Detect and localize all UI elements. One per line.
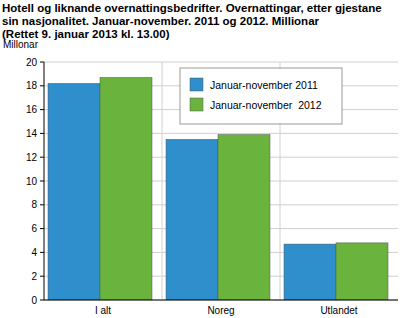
- bar: [48, 83, 100, 300]
- tick-label: 12: [26, 152, 38, 163]
- bar: [336, 243, 388, 300]
- category-separator: [162, 62, 163, 300]
- tick-label: 4: [31, 247, 37, 258]
- tick-label: 6: [31, 223, 37, 234]
- bar: [218, 135, 270, 300]
- bar: [284, 244, 336, 300]
- legend-label: Januar-november 2011: [210, 79, 318, 91]
- category-label: Noreg: [207, 305, 234, 316]
- title: Hotell og liknande overnattingsbedrifter…: [2, 2, 382, 14]
- bar: [100, 77, 152, 300]
- grid-line: [44, 300, 398, 301]
- title: sin nasjonalitet. Januar-november. 2011 …: [2, 15, 320, 27]
- tick-label: 18: [26, 80, 38, 91]
- tick: [40, 252, 44, 253]
- tick: [40, 228, 44, 229]
- tick-label: 10: [26, 176, 38, 187]
- y-axis: [44, 62, 45, 300]
- grid-line: [44, 62, 398, 63]
- tick: [40, 204, 44, 205]
- tick: [40, 157, 44, 158]
- tick: [40, 300, 44, 301]
- bar: [166, 139, 218, 300]
- tick-label: 16: [26, 104, 38, 115]
- chart-container: Hotell og liknande overnattingsbedrifter…: [0, 0, 400, 318]
- category-label: Utlandet: [320, 305, 357, 316]
- legend-swatch: [190, 98, 203, 111]
- tick: [40, 181, 44, 182]
- tick: [40, 85, 44, 86]
- legend-swatch: [190, 78, 203, 91]
- tick: [40, 133, 44, 134]
- tick-label: 0: [31, 295, 37, 306]
- tick: [40, 109, 44, 110]
- legend: [180, 68, 342, 124]
- tick-label: 20: [26, 57, 38, 68]
- tick: [40, 62, 44, 63]
- x-axis: [44, 300, 398, 301]
- tick-label: 8: [31, 199, 37, 210]
- category-label: I alt: [95, 305, 111, 316]
- y-axis-label: Millonar: [3, 39, 39, 50]
- tick-label: 2: [31, 271, 37, 282]
- tick-label: 14: [26, 128, 38, 139]
- legend-label: Januar-november 2012: [210, 99, 322, 111]
- tick: [40, 276, 44, 277]
- chart: Hotell og liknande overnattingsbedrifter…: [0, 0, 400, 318]
